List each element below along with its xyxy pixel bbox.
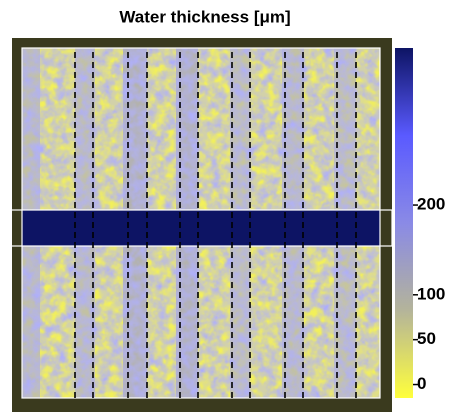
- colorbar: 0 50 100 200: [395, 48, 445, 398]
- colorbar-tick-label: 50: [417, 329, 436, 348]
- colorbar-tick-label: 100: [417, 284, 445, 303]
- image: [12, 38, 392, 412]
- chart-title: Water thickness [μm]: [119, 7, 290, 26]
- colorbar-tick-label: 0: [417, 374, 426, 393]
- colorbar-fill: [395, 48, 413, 398]
- colorbar-tick-label: 200: [417, 195, 445, 214]
